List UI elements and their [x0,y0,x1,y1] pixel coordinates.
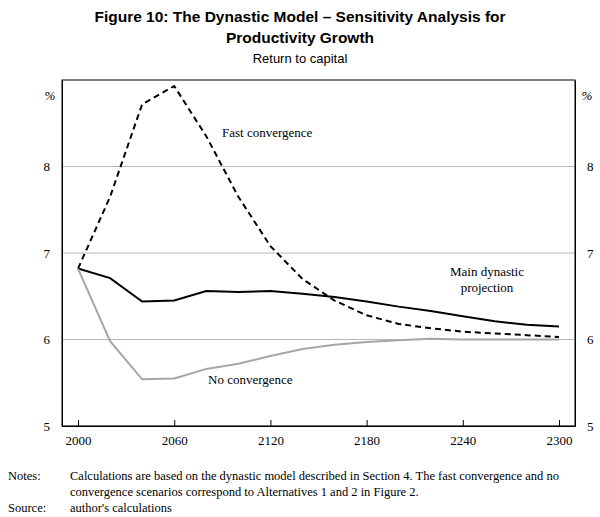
title: Figure 10: The Dynastic Model – Sensitiv… [94,8,505,46]
x-axis: 2000 2060 2120 2180 2240 2300 [63,420,576,448]
notes: Calculations are based on the dynastic m… [70,469,559,499]
subtitle: Return to capital [253,51,348,66]
axis-unit: % [45,88,56,103]
tick: 5 [575,419,594,434]
tick: 2300 [546,420,572,448]
tick-label: 5 [587,419,594,434]
tick-label: 2060 [162,433,188,448]
plot-frame [62,80,575,426]
y-axis-left: 5 6 7 8 [44,81,63,434]
tick: 5 [44,419,63,434]
tick: 2000 [66,420,92,448]
tick-mark [174,420,175,426]
tick-label: 6 [44,332,51,347]
series-label: No convergence [208,372,293,387]
tick: 2060 [162,420,188,448]
tick-mark [463,420,464,426]
tick: 8 [44,159,63,174]
tick-label: 7 [587,246,594,261]
tick: 8 [575,159,594,174]
tick-mark [78,420,79,426]
tick-label: 2240 [450,433,476,448]
tick: 2120 [258,420,284,448]
tick: 6 [575,332,594,347]
tick-label: 2120 [258,433,284,448]
axis-line [62,81,63,427]
source-label: Source: [8,501,46,515]
series-label: Main dynasticprojection [450,264,524,295]
tick-label: 2300 [546,433,572,448]
tick-mark [270,420,271,426]
series-label: Fast convergence [222,125,313,140]
notes-label: Notes: [8,469,41,483]
tick-label: 8 [587,159,594,174]
series-line [78,86,559,337]
tick: 7 [44,246,63,261]
tick-label: 5 [44,419,51,434]
grid-line [62,253,575,254]
axis-line [63,426,576,427]
tick-label: 2000 [66,433,92,448]
tick: 6 [44,332,63,347]
source: author's calculations [70,501,172,515]
tick: 2240 [450,420,476,448]
tick-label: 8 [44,159,51,174]
tick: 2180 [354,420,380,448]
axis-unit: % [582,88,593,103]
grid-line [62,166,575,167]
y-axis-right: 5 6 7 8 [575,81,594,434]
axis-line [575,81,576,427]
chart: Figure 10: The Dynastic Model – Sensitiv… [0,0,600,517]
tick-label: 6 [587,332,594,347]
tick-label: 2180 [354,433,380,448]
grid [62,167,575,427]
tick-mark [559,420,560,426]
tick-mark [367,420,368,426]
tick-label: 7 [44,246,51,261]
series-lines [78,86,559,379]
series-line [78,269,559,380]
tick: 7 [575,246,594,261]
